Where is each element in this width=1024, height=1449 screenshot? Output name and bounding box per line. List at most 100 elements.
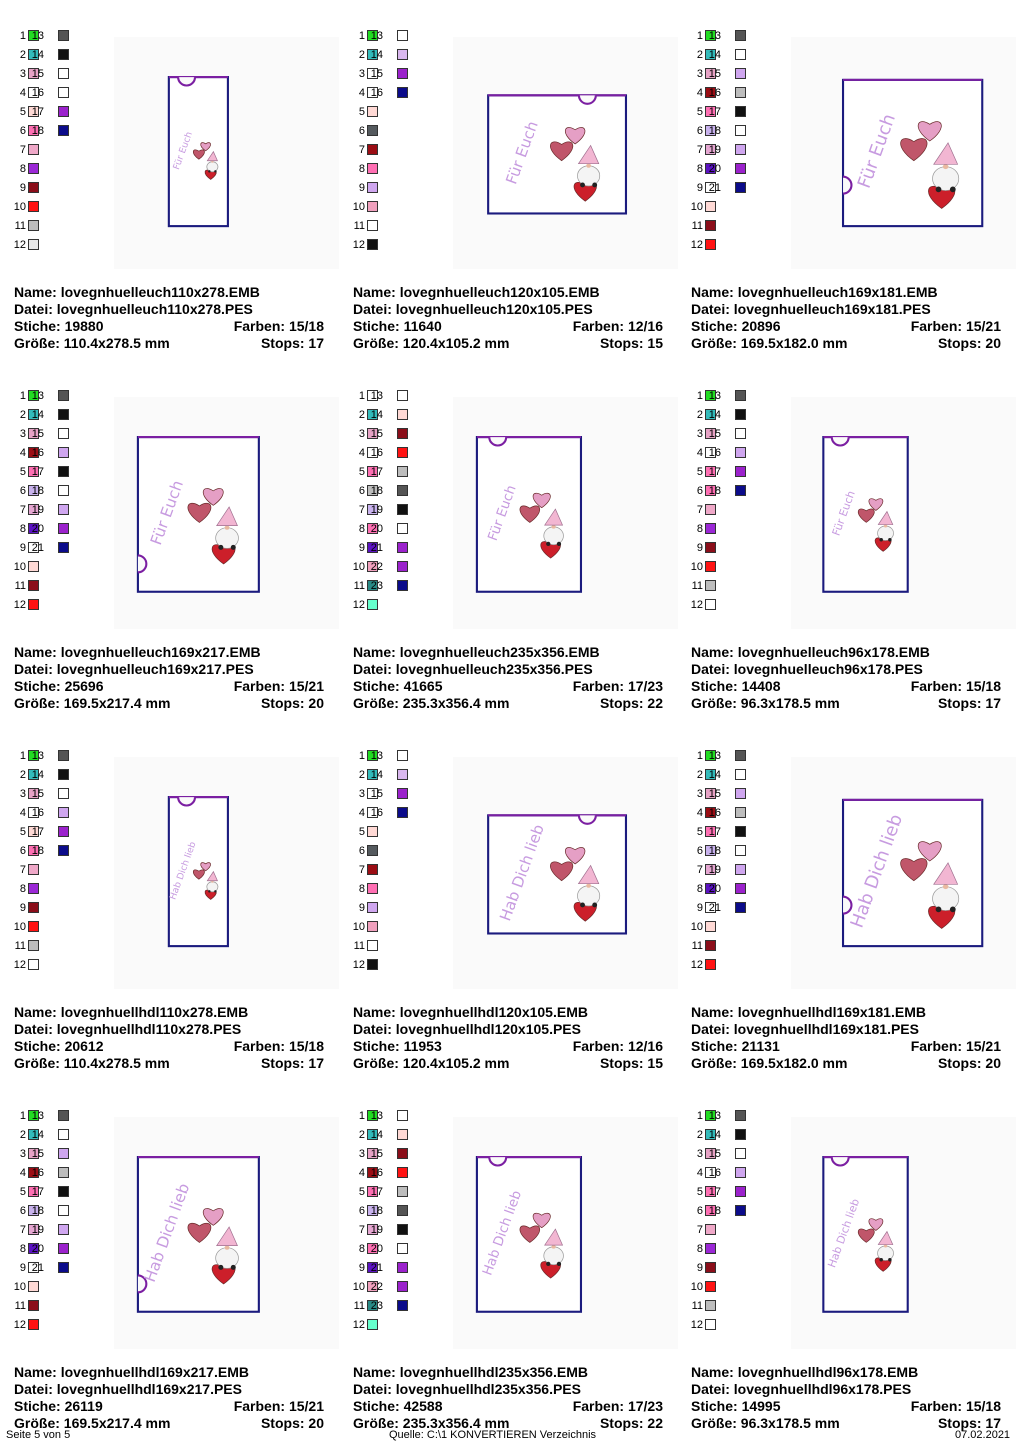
color-number: 14 [31, 769, 44, 781]
color-number: 13 [708, 390, 721, 402]
color-number: 11 [353, 940, 365, 952]
color-swatch [367, 390, 378, 401]
color-swatch [367, 409, 378, 420]
design-size: Größe: 120.4x105.2 mm [353, 335, 509, 351]
field-label: Größe: [14, 1415, 60, 1431]
field-value: lovegnhuelleuch120x105.PES [395, 301, 593, 317]
info-row: Datei: lovegnhuelleuch235x356.PES [353, 661, 663, 678]
color-number: 12 [690, 959, 703, 971]
color-number: 13 [708, 750, 721, 762]
field-label: Datei: [14, 1021, 53, 1037]
color-count: Farben: 15/21 [911, 318, 1001, 335]
color-swatch [28, 125, 39, 136]
color-number: 12 [13, 1319, 26, 1331]
color-swatch [28, 1167, 39, 1178]
palette-row: 7 19 [691, 143, 753, 162]
design-preview: Für Euch [114, 397, 339, 629]
design-name: Name: lovegnhuelleuch169x181.EMB [691, 284, 938, 300]
color-number: 21 [31, 542, 44, 554]
color-swatch [397, 409, 408, 420]
field-value: 21131 [741, 1038, 780, 1054]
field-label: Farben: [233, 1398, 286, 1414]
palette-row: 8 [14, 162, 76, 181]
color-number: 2 [358, 409, 365, 421]
color-swatch [367, 883, 378, 894]
color-number: 1 [19, 750, 26, 762]
color-swatch [705, 390, 716, 401]
palette-row: 9 21 [353, 541, 415, 560]
design-preview-svg: Hab Dich lieb [841, 798, 984, 948]
design-file: Datei: lovegnhuellhdl110x278.PES [14, 1021, 241, 1037]
color-swatch [28, 428, 39, 439]
color-swatch [705, 580, 716, 591]
color-swatch [58, 826, 69, 837]
color-number: 14 [708, 769, 721, 781]
palette-row: 1 13 [14, 749, 76, 768]
color-number: 4 [358, 1167, 365, 1179]
design-preview-svg: Hab Dich lieb [822, 1156, 909, 1313]
color-swatch [58, 390, 69, 401]
palette-row: 9 [14, 181, 76, 200]
color-swatch [58, 1224, 69, 1235]
color-swatch [705, 1319, 716, 1330]
field-value: lovegnhuellhdl235x356.PES [395, 1381, 581, 1397]
color-swatch [367, 1148, 378, 1159]
palette-row: 9 [691, 541, 753, 560]
color-number: 7 [358, 1224, 365, 1236]
design-info: Name: lovegnhuelleuch169x217.EMB Datei: l… [14, 644, 324, 712]
info-row: Name: lovegnhuellhdl120x105.EMB [353, 1004, 663, 1021]
gnome [577, 864, 601, 908]
palette-row: 4 16 [14, 1166, 76, 1185]
color-swatch [735, 182, 746, 193]
field-value: 22 [647, 695, 663, 711]
field-label: Name: [691, 644, 734, 660]
palette-row: 5 17 [691, 105, 753, 124]
palette-row: 6 [353, 844, 415, 863]
color-number: 20 [708, 883, 721, 895]
color-swatch [397, 750, 408, 761]
color-swatch [367, 599, 378, 610]
color-swatch [367, 750, 378, 761]
color-number: 13 [370, 750, 383, 762]
color-number: 17 [708, 106, 721, 118]
color-number: 20 [708, 163, 721, 175]
color-swatch [735, 144, 746, 155]
color-number: 6 [358, 845, 365, 857]
field-label: Größe: [691, 335, 737, 351]
info-row: Datei: lovegnhuelleuch96x178.PES [691, 661, 1001, 678]
field-value: 17 [308, 1055, 324, 1071]
color-number: 5 [358, 826, 365, 838]
color-swatch [397, 1243, 408, 1254]
color-swatch [58, 1243, 69, 1254]
field-label: Größe: [353, 695, 399, 711]
stop-count: Stops: 20 [261, 1415, 324, 1432]
color-number: 17 [708, 1186, 721, 1198]
color-swatch [705, 1129, 716, 1140]
color-swatch [367, 580, 378, 591]
palette-row: 4 16 [353, 1166, 415, 1185]
palette-row: 1 13 [691, 749, 753, 768]
color-number: 16 [708, 87, 721, 99]
color-swatch [735, 1167, 746, 1178]
color-swatch [735, 902, 746, 913]
field-label: Datei: [353, 661, 392, 677]
color-number: 20 [370, 1243, 383, 1255]
field-value: 11953 [403, 1038, 442, 1054]
color-number: 15 [708, 428, 721, 440]
color-swatch [367, 220, 378, 231]
color-number: 16 [31, 87, 44, 99]
info-row: Stiche: 11953 Farben: 12/16 [353, 1038, 663, 1055]
color-number: 21 [370, 542, 383, 554]
color-swatch [58, 807, 69, 818]
gnome [877, 1230, 894, 1262]
color-number: 15 [370, 788, 383, 800]
color-swatch [397, 1262, 408, 1273]
field-label: Datei: [691, 1021, 730, 1037]
palette-row: 11 [691, 1299, 753, 1318]
design-size: Größe: 96.3x178.5 mm [691, 1415, 840, 1431]
color-number: 18 [31, 845, 44, 857]
color-swatch [705, 144, 716, 155]
color-number: 7 [696, 504, 703, 516]
color-number: 2 [19, 409, 26, 421]
color-swatch [735, 409, 746, 420]
